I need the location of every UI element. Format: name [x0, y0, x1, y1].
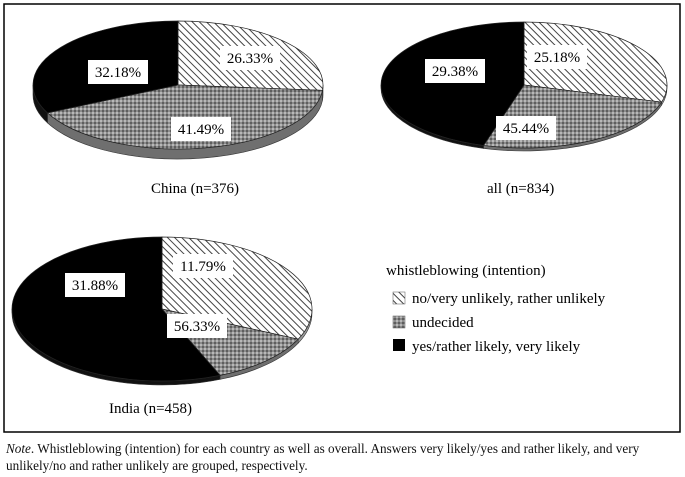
legend-label-no: no/very unlikely, rather unlikely [412, 291, 606, 307]
pie-slice-undecided [46, 84, 323, 150]
data-label-yes: 32.18% [95, 65, 141, 81]
data-label-no: 26.33% [227, 51, 273, 67]
data-label-undecided: 25.18% [534, 50, 580, 66]
pie-india: 31.88% 11.79% 56.33% [11, 236, 313, 386]
data-label-yes: 56.33% [174, 319, 220, 335]
legend-title: whistleblowing (intention) [386, 263, 546, 279]
pie-china: 26.33% 41.49% 32.18% [32, 20, 324, 160]
pie-slice-yes [11, 236, 221, 382]
figure-note: Note. Whistleblowing (intention) for eac… [6, 440, 682, 474]
legend-swatch-no [392, 291, 406, 305]
note-text: . Whistleblowing (intention) for each co… [6, 441, 640, 473]
data-label-bg-undecided [527, 45, 587, 69]
data-label-undecided: 41.49% [178, 122, 224, 138]
data-label-no: 29.38% [432, 64, 478, 80]
data-label-no: 31.88% [72, 278, 118, 294]
data-label-bg-no [220, 46, 280, 70]
data-label-bg-yes [496, 116, 556, 140]
pie-slice-no [523, 21, 668, 103]
data-label-bg-yes [88, 60, 148, 84]
data-label-bg-no [425, 59, 485, 83]
data-label-bg-no [65, 273, 125, 297]
legend-label-undecided: undecided [412, 315, 474, 331]
pie-all-title: all (n=834) [487, 181, 554, 197]
pie-all: 29.38% 25.18% 45.44% [380, 21, 668, 152]
legend: whistleblowing (intention) no/very unlik… [386, 263, 606, 355]
data-label-bg-undecided [171, 117, 231, 141]
pie-slice-yes [380, 21, 525, 146]
legend-swatch-undecided [392, 315, 406, 329]
legend-label-yes: yes/rather likely, very likely [412, 339, 581, 355]
pie-india-title: India (n=458) [109, 401, 192, 417]
note-lead: Note [6, 441, 31, 456]
data-label-yes: 45.44% [503, 121, 549, 137]
data-label-bg-yes [167, 314, 227, 338]
data-label-bg-undecided [173, 254, 233, 278]
legend-swatch-yes [393, 339, 405, 351]
data-label-undecided: 11.79% [180, 259, 226, 275]
pie-china-title: China (n=376) [151, 181, 239, 197]
